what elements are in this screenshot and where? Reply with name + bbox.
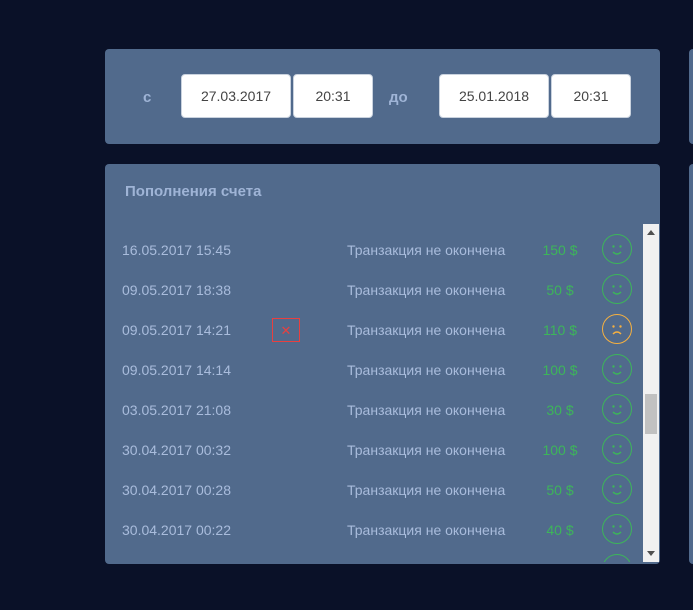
to-date-input[interactable] bbox=[439, 74, 549, 118]
side-panel-edge bbox=[689, 49, 693, 144]
transaction-date: 09.05.2017 14:14 bbox=[122, 362, 231, 378]
transaction-amount: 150 $ bbox=[542, 242, 578, 258]
from-label: с bbox=[143, 89, 152, 106]
transaction-amount: 50 $ bbox=[546, 282, 574, 298]
transaction-status: Транзакция не окончена bbox=[347, 442, 506, 458]
list-item[interactable] bbox=[105, 550, 643, 562]
transaction-amount: 100 $ bbox=[542, 442, 578, 458]
list-item[interactable]: 03.05.2017 21:08 Транзакция не окончена … bbox=[105, 390, 643, 430]
transaction-status: Транзакция не окончена bbox=[347, 282, 506, 298]
smile-face-icon bbox=[602, 234, 632, 264]
transaction-status: Транзакция не окончена bbox=[347, 522, 506, 538]
transaction-date: 30.04.2017 00:32 bbox=[122, 442, 231, 458]
broken-image-icon: ✕ bbox=[272, 318, 300, 342]
smile-face-icon bbox=[602, 394, 632, 424]
transaction-amount: 110 $ bbox=[543, 322, 577, 338]
transaction-status: Транзакция не окончена bbox=[347, 242, 506, 258]
list-item[interactable]: 30.04.2017 00:32 Транзакция не окончена … bbox=[105, 430, 643, 470]
list-item[interactable]: 16.05.2017 15:45 Транзакция не окончена … bbox=[105, 230, 643, 270]
transaction-date: 16.05.2017 15:45 bbox=[122, 242, 231, 258]
list-item[interactable]: 09.05.2017 14:14 Транзакция не окончена … bbox=[105, 350, 643, 390]
sad-face-icon bbox=[602, 314, 632, 344]
side-panel-edge bbox=[689, 164, 693, 564]
to-label: до bbox=[389, 89, 408, 106]
scrollbar[interactable] bbox=[643, 224, 659, 562]
transaction-date: 30.04.2017 00:22 bbox=[122, 522, 231, 538]
date-filter-panel: с до bbox=[105, 49, 660, 144]
panel-title: Пополнения счета bbox=[125, 183, 262, 200]
smile-face-icon bbox=[602, 514, 632, 544]
transaction-status: Транзакция не окончена bbox=[347, 482, 506, 498]
transaction-amount: 40 $ bbox=[546, 522, 574, 538]
smile-face-icon bbox=[602, 274, 632, 304]
scroll-down-arrow[interactable] bbox=[647, 551, 655, 556]
deposits-list[interactable]: 16.05.2017 15:45 Транзакция не окончена … bbox=[105, 224, 643, 562]
transaction-status: Транзакция не окончена bbox=[347, 402, 506, 418]
transaction-amount: 30 $ bbox=[546, 402, 574, 418]
smile-face-icon bbox=[602, 474, 632, 504]
from-time-input[interactable] bbox=[293, 74, 373, 118]
smile-face-icon bbox=[602, 434, 632, 464]
from-date-input[interactable] bbox=[181, 74, 291, 118]
scroll-up-arrow[interactable] bbox=[647, 230, 655, 235]
smile-face-icon bbox=[602, 554, 632, 562]
list-item[interactable]: 09.05.2017 14:21 Транзакция не окончена … bbox=[105, 310, 643, 350]
transaction-date: 09.05.2017 14:21 bbox=[122, 322, 231, 338]
transaction-date: 30.04.2017 00:28 bbox=[122, 482, 231, 498]
deposits-panel: Пополнения счета 16.05.2017 15:45 Транза… bbox=[105, 164, 660, 564]
list-item[interactable]: 09.05.2017 18:38 Транзакция не окончена … bbox=[105, 270, 643, 310]
transaction-date: 09.05.2017 18:38 bbox=[122, 282, 231, 298]
to-time-input[interactable] bbox=[551, 74, 631, 118]
scrollbar-thumb[interactable] bbox=[645, 394, 657, 434]
transaction-amount: 50 $ bbox=[546, 482, 574, 498]
smile-face-icon bbox=[602, 354, 632, 384]
transaction-status: Транзакция не окончена bbox=[347, 322, 506, 338]
transaction-status: Транзакция не окончена bbox=[347, 362, 506, 378]
list-item[interactable]: 30.04.2017 00:22 Транзакция не окончена … bbox=[105, 510, 643, 550]
transaction-date: 03.05.2017 21:08 bbox=[122, 402, 231, 418]
list-item[interactable]: 30.04.2017 00:28 Транзакция не окончена … bbox=[105, 470, 643, 510]
transaction-amount: 100 $ bbox=[542, 362, 578, 378]
